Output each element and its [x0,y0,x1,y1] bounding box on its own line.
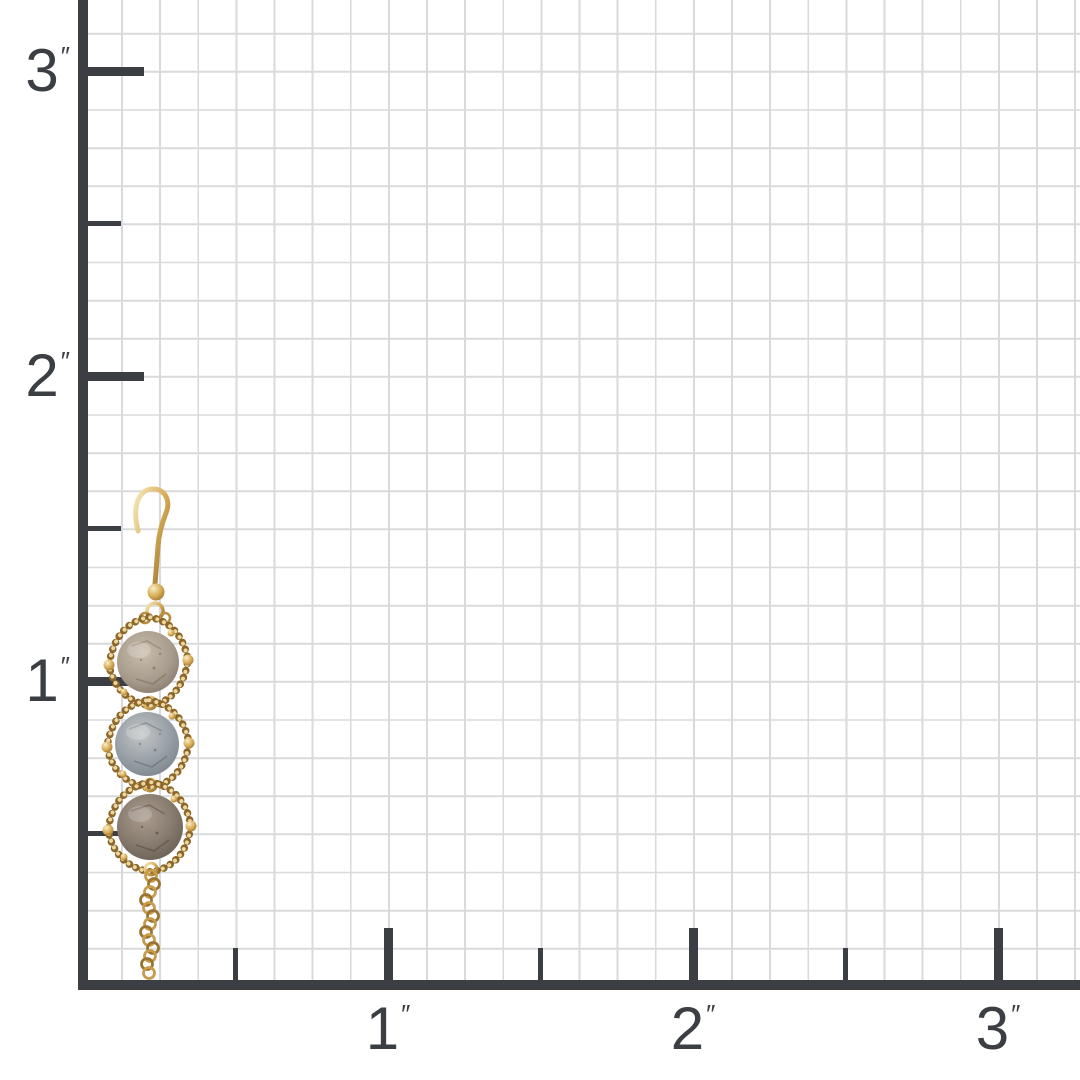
x-axis-minor-tick [538,948,543,981]
tick-digit: 2 [25,342,59,409]
inch-symbol: ″ [60,41,70,71]
x-axis-minor-tick [843,948,848,981]
inch-symbol: ″ [401,999,411,1029]
y-axis-tick-label: 1″ [0,639,70,723]
y-axis-major-tick [88,66,144,76]
x-axis-major-tick [688,928,698,981]
inch-symbol: ″ [706,999,716,1029]
x-axis-tick-label: 3″ [948,998,1048,1060]
y-axis-tick-label: 2″ [0,334,70,418]
x-axis-ruler [78,980,1080,990]
y-axis-minor-tick [88,831,121,836]
tick-digit: 2 [670,995,705,1062]
tick-digit: 3 [975,995,1010,1062]
y-axis-tick-label: 3″ [0,29,70,113]
tick-digit: 1 [365,995,400,1062]
y-axis-minor-tick [88,526,121,531]
inch-symbol: ″ [1011,999,1021,1029]
x-axis-major-tick [383,928,393,981]
inch-grid [83,0,1080,986]
tick-digit: 3 [25,37,59,104]
y-axis-major-tick [88,371,144,381]
y-axis-major-tick [88,676,144,686]
x-axis-tick-label: 1″ [338,998,438,1060]
y-axis-minor-tick [88,221,121,226]
tick-digit: 1 [25,647,59,714]
inch-symbol: ″ [60,346,70,376]
x-axis-major-tick [993,928,1003,981]
inch-symbol: ″ [60,651,70,681]
x-axis-minor-tick [233,948,238,981]
y-axis-ruler [78,0,88,990]
x-axis-tick-label: 2″ [643,998,743,1060]
